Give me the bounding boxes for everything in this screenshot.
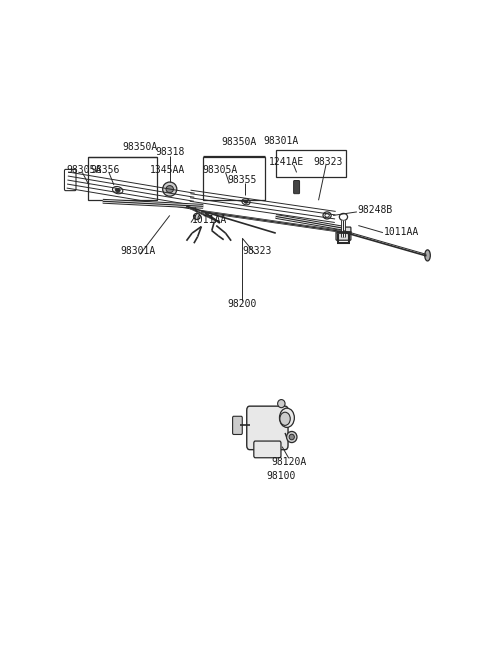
- FancyBboxPatch shape: [64, 170, 76, 191]
- Ellipse shape: [115, 189, 120, 192]
- FancyBboxPatch shape: [254, 441, 281, 458]
- Bar: [276, 150, 347, 177]
- Text: 98323: 98323: [242, 246, 272, 256]
- Text: 98355: 98355: [228, 175, 257, 185]
- Text: 98356: 98356: [90, 165, 120, 175]
- Text: 98318: 98318: [155, 147, 184, 157]
- Text: 98120A: 98120A: [271, 457, 306, 467]
- Ellipse shape: [289, 434, 294, 440]
- Ellipse shape: [323, 212, 331, 219]
- Ellipse shape: [339, 214, 348, 221]
- FancyBboxPatch shape: [336, 227, 351, 240]
- Ellipse shape: [163, 182, 177, 196]
- Text: 1241AE: 1241AE: [269, 157, 304, 168]
- FancyBboxPatch shape: [233, 417, 242, 434]
- Text: 98350A: 98350A: [221, 137, 256, 147]
- Ellipse shape: [242, 198, 250, 205]
- Text: 98305A: 98305A: [67, 165, 102, 175]
- Bar: [203, 157, 264, 200]
- Text: 98301A: 98301A: [264, 135, 299, 146]
- Ellipse shape: [193, 214, 200, 219]
- Bar: [88, 157, 156, 200]
- Ellipse shape: [287, 432, 297, 443]
- Text: 98248B: 98248B: [358, 206, 393, 215]
- Text: 98100: 98100: [267, 471, 296, 481]
- Ellipse shape: [244, 200, 248, 203]
- Ellipse shape: [277, 399, 285, 407]
- Text: 98323: 98323: [313, 157, 343, 168]
- Ellipse shape: [325, 214, 329, 217]
- FancyBboxPatch shape: [294, 181, 300, 194]
- Ellipse shape: [279, 408, 294, 428]
- Text: 98200: 98200: [228, 299, 257, 309]
- Ellipse shape: [112, 187, 123, 194]
- Ellipse shape: [425, 250, 431, 261]
- Text: 1345AA: 1345AA: [150, 165, 185, 175]
- Text: 98301A: 98301A: [120, 246, 156, 256]
- Ellipse shape: [280, 412, 290, 425]
- Text: 1011AA: 1011AA: [192, 215, 228, 225]
- FancyBboxPatch shape: [247, 406, 288, 449]
- Text: 1011AA: 1011AA: [384, 227, 419, 237]
- Ellipse shape: [166, 185, 173, 193]
- Text: 98350A: 98350A: [122, 142, 157, 152]
- Text: 98305A: 98305A: [203, 165, 238, 175]
